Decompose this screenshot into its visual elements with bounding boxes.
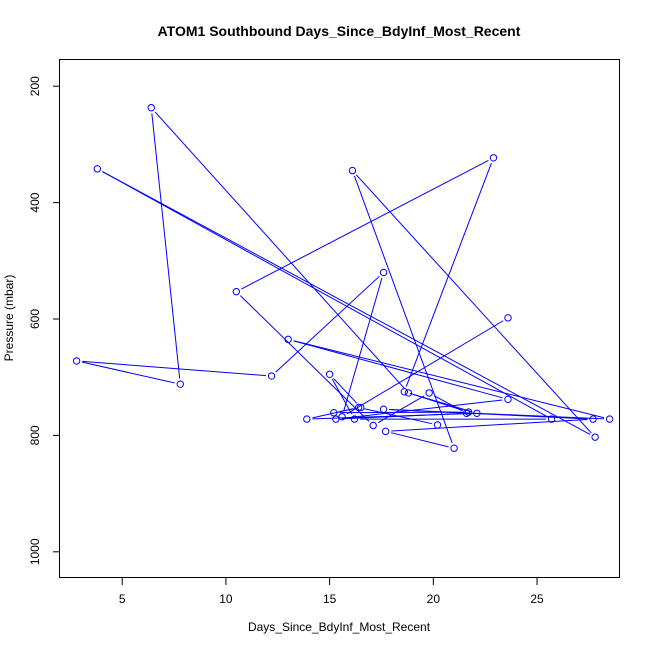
data-point	[284, 335, 292, 344]
data-point	[605, 415, 614, 423]
series-0	[72, 104, 614, 452]
data-point	[232, 287, 240, 296]
y-tick-label: 200	[28, 76, 42, 96]
series-segment	[102, 171, 547, 417]
series-segment	[102, 171, 591, 435]
series-segment	[293, 340, 503, 399]
data-point	[147, 104, 155, 112]
series-segment	[353, 175, 453, 444]
data-point	[72, 357, 81, 365]
x-tick-label: 20	[427, 592, 441, 606]
data-point	[93, 165, 102, 173]
data-point	[433, 421, 442, 429]
series-segment	[240, 295, 370, 422]
series-segment	[331, 379, 353, 415]
y-axis-label: Pressure (mbar)	[2, 275, 16, 362]
x-axis: 5 10 15 20 25	[119, 578, 544, 606]
x-tick-label: 15	[323, 592, 337, 606]
series-segment	[82, 360, 266, 377]
series-segment	[433, 395, 462, 411]
series-segment	[154, 111, 405, 390]
series-segment	[275, 275, 380, 373]
data-point	[325, 370, 334, 378]
data-point	[267, 372, 276, 380]
data-point	[591, 433, 599, 441]
y-tick-label: 600	[28, 309, 42, 329]
series-segment	[391, 432, 449, 448]
x-tick-label: 25	[530, 592, 544, 606]
y-axis: 200 400 600 800 1000	[28, 76, 60, 565]
data-point	[504, 395, 512, 404]
series-segment	[82, 361, 175, 384]
series-segment	[341, 399, 503, 419]
x-tick-label: 10	[219, 592, 233, 606]
data-point	[379, 268, 388, 277]
series-segment	[355, 174, 592, 434]
data-point	[462, 409, 471, 417]
series-segment	[377, 395, 425, 424]
y-tick-label: 800	[28, 425, 42, 445]
data-point	[369, 421, 377, 430]
series-segment	[364, 408, 433, 425]
data-point	[381, 427, 390, 436]
data-point	[425, 389, 433, 397]
series-segment	[389, 408, 604, 420]
data-point	[338, 413, 346, 421]
data-point	[504, 314, 512, 322]
x-axis-label: Days_Since_BdyInf_Most_Recent	[248, 620, 431, 634]
series-segment	[343, 277, 383, 412]
series-layer	[72, 104, 614, 452]
data-point	[404, 389, 413, 397]
y-tick-label: 1000	[28, 538, 42, 565]
data-point	[348, 166, 357, 175]
data-point	[473, 409, 481, 417]
data-point	[303, 415, 311, 423]
series-segment	[405, 162, 492, 387]
y-tick-label: 400	[28, 192, 42, 212]
series-segment	[409, 392, 472, 413]
data-point	[589, 415, 597, 423]
data-point	[379, 405, 388, 413]
series-segment	[391, 418, 588, 432]
data-point	[330, 409, 338, 417]
data-point	[400, 388, 408, 396]
series-segment	[241, 159, 489, 290]
data-point	[547, 415, 556, 423]
data-point	[350, 415, 359, 423]
series-segment	[151, 113, 181, 379]
series-segment	[312, 408, 354, 419]
series-segment	[333, 378, 358, 404]
data-point	[357, 403, 365, 412]
data-point	[354, 403, 363, 412]
data-point	[489, 154, 498, 162]
x-tick-label: 5	[119, 592, 126, 606]
data-point	[176, 380, 184, 388]
series-segment	[293, 340, 605, 419]
data-point	[450, 444, 458, 452]
series-segment	[346, 320, 504, 415]
chart-title: ATOM1 Southbound Days_Since_BdyInf_Most_…	[158, 23, 521, 39]
data-point	[332, 415, 340, 423]
